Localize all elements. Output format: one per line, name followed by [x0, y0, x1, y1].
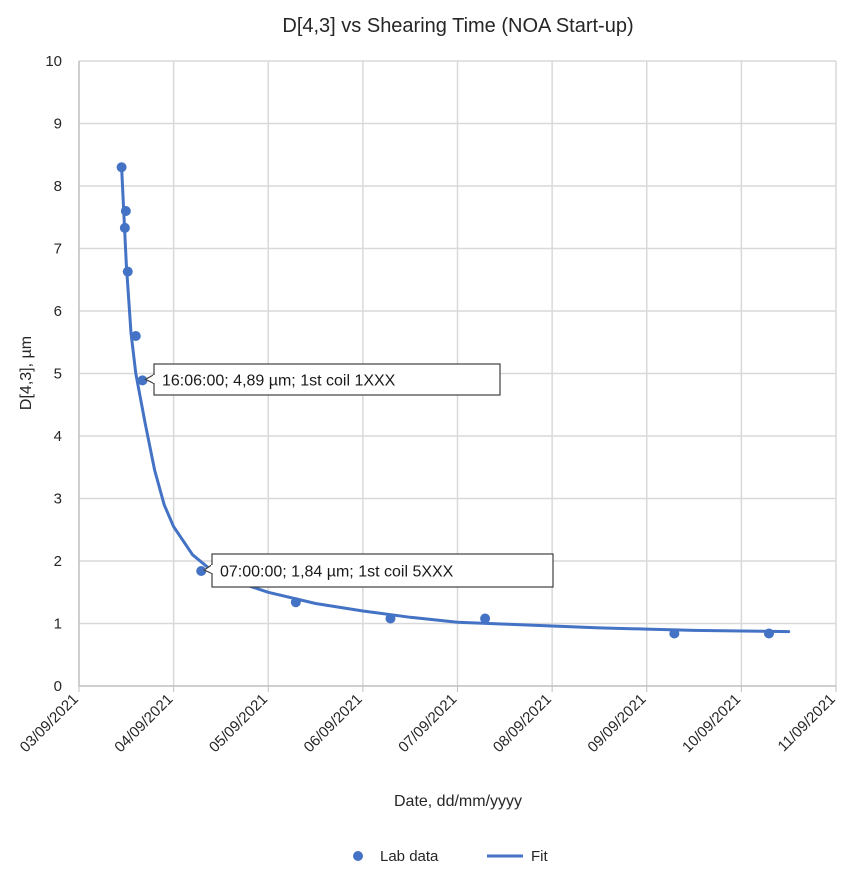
- data-point: [119, 222, 130, 233]
- data-points-layer: [116, 162, 774, 639]
- x-tick-label: 08/09/2021: [490, 691, 555, 756]
- legend: Lab data Fit: [353, 848, 548, 865]
- axes: 0 1 2 3 4 5 6 7 8 9 10 03/09/2021 04/09/2021 05/09/20…: [17, 53, 839, 756]
- x-axis-label: Date, dd/mm/yyyy: [394, 793, 522, 810]
- data-point: [122, 266, 133, 277]
- x-tick-label: 07/09/2021: [395, 691, 460, 756]
- y-tick-label: 10: [45, 53, 62, 70]
- y-tick-label: 6: [54, 303, 62, 320]
- y-tick-label: 1: [54, 616, 62, 633]
- x-tick-label: 09/09/2021: [584, 691, 649, 756]
- y-tick-label: 0: [54, 678, 62, 695]
- y-tick-label: 7: [54, 241, 62, 258]
- data-point: [120, 206, 131, 216]
- y-tick-label: 5: [54, 366, 62, 383]
- x-tick-label: 11/09/2021: [775, 691, 839, 755]
- data-point: [196, 566, 207, 576]
- data-point: [116, 162, 127, 173]
- callout-label: 16:06:00; 4,89 µm; 1st coil 1XXX: [162, 373, 396, 390]
- fit-line: [120, 165, 791, 634]
- data-point: [480, 613, 491, 624]
- y-tick-label: 4: [54, 428, 62, 445]
- x-tick-label: 04/09/2021: [111, 691, 176, 756]
- y-axis-label: D[4,3], µm: [18, 336, 35, 410]
- data-point: [385, 613, 396, 624]
- x-tick-label: 06/09/2021: [301, 691, 366, 756]
- y-tick-label: 3: [54, 491, 62, 508]
- callout-box: [211, 553, 554, 588]
- x-tick-label: 10/09/2021: [679, 691, 744, 756]
- callout-pointer: [144, 373, 156, 385]
- x-tick-label: 05/09/2021: [206, 691, 271, 756]
- data-point: [763, 628, 774, 639]
- data-point: [290, 597, 301, 608]
- y-tick-label: 9: [54, 116, 62, 133]
- y-tick-label: 8: [54, 178, 62, 195]
- x-tick-label: 03/09/2021: [17, 691, 82, 756]
- legend-marker-lab-data: [353, 851, 363, 861]
- data-point: [130, 331, 141, 341]
- legend-label-lab-data: Lab data: [380, 848, 439, 865]
- fit-line-layer: [120, 165, 791, 634]
- legend-label-fit: Fit: [531, 848, 548, 865]
- callout-label: 07:00:00; 1,84 µm; 1st coil 5XXX: [220, 564, 454, 581]
- callout-pointer: [203, 563, 214, 575]
- y-tick-label: 2: [54, 553, 62, 570]
- callout-box: [153, 363, 501, 396]
- chart-title: D[4,3] vs Shearing Time (NOA Start-up): [282, 15, 633, 37]
- data-point: [137, 375, 148, 386]
- data-point: [669, 628, 680, 639]
- annotations-layer: 16:06:00; 4,89 µm; 1st coil 1XXX 07:00:00…: [144, 363, 554, 588]
